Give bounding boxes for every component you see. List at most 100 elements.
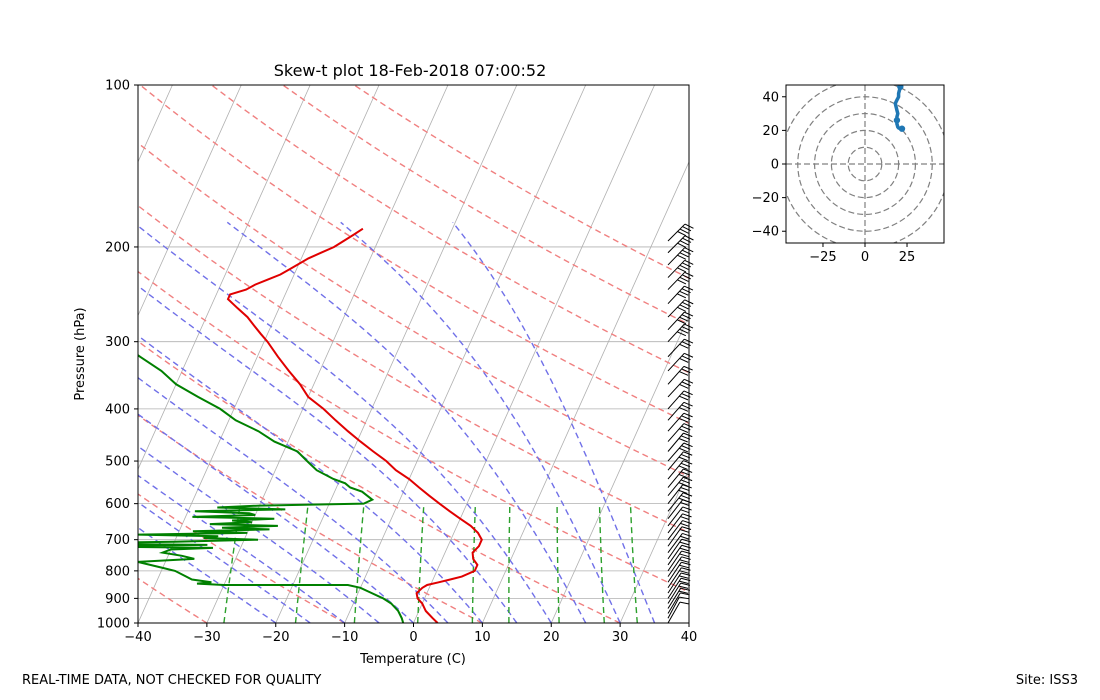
- barb-feather: [679, 328, 689, 334]
- barb-feather: [679, 553, 689, 558]
- hodograph-trace: [893, 85, 906, 132]
- isotherm-line: [688, 622, 689, 623]
- barb-feather: [679, 383, 689, 389]
- barb-feather: [682, 301, 692, 307]
- barb-staff: [667, 556, 682, 577]
- y-tick-label: 400: [105, 402, 130, 417]
- barb-staff: [667, 412, 685, 432]
- skewt-ylabel: Pressure (hPa): [73, 307, 88, 400]
- barb-feather: [677, 254, 687, 260]
- wind-barb: [667, 601, 690, 624]
- x-tick-label: −10: [331, 630, 358, 645]
- moist-adiabat: [138, 334, 483, 623]
- wind-barb: [667, 285, 694, 305]
- barb-staff: [667, 378, 685, 398]
- mixing-ratio-line: [471, 503, 477, 623]
- y-tick-label: 800: [105, 564, 130, 579]
- mixing-ratio-line: [417, 503, 425, 623]
- barb-feather: [679, 541, 689, 546]
- barb-staff: [667, 484, 684, 504]
- barb-feather: [679, 343, 689, 349]
- barb-staff: [667, 476, 684, 497]
- site-label: Site: ISS3: [1015, 673, 1078, 688]
- x-tick-label: −40: [124, 630, 151, 645]
- barb-feather: [681, 526, 692, 530]
- wind-barb: [667, 532, 692, 553]
- barb-feather: [683, 401, 693, 407]
- barb-staff: [667, 323, 685, 343]
- wind-barb: [667, 513, 692, 534]
- barb-feather: [679, 547, 689, 552]
- mixing-ratio-line: [353, 503, 365, 623]
- barb-feather: [678, 465, 688, 470]
- barb-feather: [679, 596, 689, 600]
- barb-staff: [667, 492, 684, 512]
- dry-adiabat: [211, 85, 689, 374]
- isotherm-line: [413, 85, 655, 623]
- mixing-ratio-line: [508, 503, 511, 623]
- barb-feather: [680, 509, 690, 514]
- skewt-profiles: [138, 227, 483, 623]
- barb-feather: [678, 497, 688, 502]
- barb-feather: [679, 276, 689, 282]
- barb-staff: [667, 587, 682, 609]
- barb-staff: [667, 577, 682, 599]
- barb-feather: [683, 423, 693, 428]
- skewt-title: Skew-t plot 18-Feb-2018 07:00:52: [274, 61, 547, 80]
- barb-feather: [683, 432, 693, 438]
- x-tick-label: 10: [474, 630, 491, 645]
- hodograph-y-tick-label: 40: [762, 90, 779, 105]
- moist-adiabat: [452, 221, 656, 623]
- dry-adiabat: [138, 577, 208, 623]
- barb-feather: [679, 395, 689, 401]
- barb-feather: [682, 262, 692, 268]
- y-tick-label: 1000: [97, 617, 130, 632]
- barb-staff: [667, 259, 686, 278]
- x-tick-label: 0: [409, 630, 417, 645]
- barb-feather: [678, 482, 688, 487]
- barb-feather: [682, 532, 692, 537]
- barb-feather: [679, 407, 689, 412]
- barb-staff: [667, 390, 685, 410]
- hodograph-grid: [786, 85, 944, 243]
- barb-feather: [683, 442, 693, 448]
- barb-feather: [677, 231, 687, 237]
- barb-staff: [667, 592, 681, 614]
- barb-feather: [679, 290, 689, 296]
- barb-feather: [680, 494, 691, 500]
- hodograph-point: [897, 85, 904, 90]
- mixing-ratio-line: [598, 503, 605, 623]
- barb-feather: [677, 279, 687, 285]
- barb-staff: [667, 271, 686, 290]
- wind-barb: [667, 587, 691, 609]
- wind-barb: [667, 401, 693, 421]
- barb-feather: [683, 451, 693, 456]
- barb-staff: [667, 402, 685, 421]
- barb-feather: [679, 228, 689, 234]
- x-tick-label: −20: [262, 630, 289, 645]
- x-tick-label: 30: [612, 630, 629, 645]
- barb-feather: [679, 564, 689, 569]
- barb-feather: [679, 417, 689, 423]
- barb-staff: [667, 460, 684, 480]
- barb-feather: [679, 252, 689, 258]
- barb-feather: [677, 267, 687, 273]
- wind-barb: [667, 596, 689, 619]
- barb-feather: [680, 462, 691, 468]
- hodograph-y-tick-label: 20: [762, 124, 779, 139]
- barb-feather: [679, 601, 690, 605]
- barb-staff: [667, 442, 685, 462]
- barb-feather: [679, 529, 690, 533]
- hodograph-y-tick-label: 0: [771, 158, 779, 173]
- moist-adiabat: [138, 285, 518, 623]
- barb-staff: [667, 223, 686, 242]
- x-tick-label: 20: [543, 630, 560, 645]
- barb-feather: [679, 447, 689, 453]
- barb-staff: [667, 247, 686, 266]
- barb-feather: [680, 502, 690, 507]
- isotherm-line: [275, 85, 518, 623]
- barb-feather: [682, 274, 692, 280]
- barb-staff: [667, 538, 683, 560]
- barb-feather: [682, 249, 692, 255]
